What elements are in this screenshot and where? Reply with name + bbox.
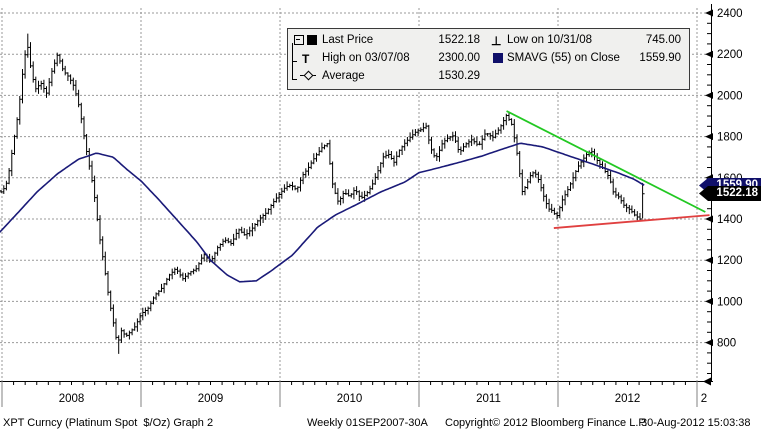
price-bars xyxy=(0,33,645,354)
high-marker: T xyxy=(294,49,322,67)
legend-label: Average xyxy=(322,70,365,82)
legend-row-high: T High on 03/07/08 2300.00 xyxy=(294,49,480,67)
y-tick-arrow-icon xyxy=(705,9,713,17)
legend-label: High on 03/07/08 xyxy=(322,52,410,64)
legend-row-low: ⊥ Low on 10/31/08 745.00 xyxy=(491,31,681,49)
legend-label: Low on 10/31/08 xyxy=(507,34,593,46)
legend-row-average: Average 1530.29 xyxy=(294,67,480,85)
legend-tree-stub xyxy=(292,61,297,62)
legend-value: 1522.18 xyxy=(438,34,480,46)
legend-value: 1559.90 xyxy=(639,52,681,64)
security-description: XPT Curncy (Platinum Spot $/Oz) Graph 2 xyxy=(3,417,214,429)
legend-label: Last Price xyxy=(322,34,374,46)
y-tick-label: 1400 xyxy=(717,214,743,226)
last-price-tag: 1522.18 xyxy=(699,186,761,201)
y-tick-arrow-icon xyxy=(705,91,713,99)
last-price-square-icon xyxy=(307,35,317,45)
y-tick-label: 1000 xyxy=(717,296,743,308)
legend-value: 2300.00 xyxy=(438,52,480,64)
legend-tree-stub xyxy=(292,79,297,80)
y-tick-label: 1800 xyxy=(717,132,743,144)
average-marker xyxy=(294,67,322,85)
year-label: 2009 xyxy=(198,393,224,405)
legend-value: 745.00 xyxy=(645,34,681,46)
legend-value: 1530.29 xyxy=(438,70,480,82)
low-marker-icon: ⊥ xyxy=(491,34,502,48)
y-tick-label: 2200 xyxy=(717,49,743,61)
y-tick-label: 800 xyxy=(717,338,736,350)
y-tick-arrow-icon xyxy=(705,215,713,223)
legend-label: SMAVG (55) on Close xyxy=(507,52,620,64)
y-axis-labels: 80010001200140016001800200022002400 xyxy=(705,8,743,350)
y-tick-label: 2000 xyxy=(717,90,743,102)
trendline-descending-resistance xyxy=(506,110,706,213)
y-tick-label: 1200 xyxy=(717,255,743,267)
x-axis-labels: 2008 2009 2010 2011 2012 2 xyxy=(59,393,708,405)
average-marker-icon xyxy=(300,75,316,76)
chart-period-range: Weekly 01SEP2007-30A xyxy=(307,417,428,429)
copyright-text: Copyright© 2012 Bloomberg Finance L.P. xyxy=(445,417,648,429)
smavg-marker xyxy=(491,49,507,67)
high-marker-icon: T xyxy=(302,52,310,66)
year-label: 2008 xyxy=(59,393,85,405)
chart-legend: Last Price 1522.18 T High on 03/07/08 23… xyxy=(287,28,690,90)
y-tick-arrow-icon xyxy=(705,133,713,141)
y-tick-label: 2400 xyxy=(717,8,743,20)
y-tick-arrow-icon xyxy=(705,339,713,347)
year-label: 2012 xyxy=(615,393,641,405)
low-marker: ⊥ xyxy=(491,31,507,49)
legend-column-1: Last Price 1522.18 T High on 03/07/08 23… xyxy=(294,31,480,85)
y-tick-arrow-icon xyxy=(705,50,713,58)
smavg-line xyxy=(0,142,645,283)
year-label: 2011 xyxy=(476,393,501,405)
y-tick-arrow-icon xyxy=(705,256,713,264)
last-price-marker xyxy=(294,31,322,49)
axis-corner-arrow-icon xyxy=(703,377,711,386)
legend-collapse-icon[interactable] xyxy=(294,35,304,45)
trendline-ascending-support xyxy=(553,214,710,229)
y-tick-arrow-icon xyxy=(705,297,713,305)
year-label: 2 xyxy=(701,393,707,405)
smavg-square-icon xyxy=(493,53,503,63)
legend-row-smavg: SMAVG (55) on Close 1559.90 xyxy=(491,49,681,67)
timestamp: 30-Aug-2012 15:03:38 xyxy=(641,417,751,429)
legend-row-last-price: Last Price 1522.18 xyxy=(294,31,480,49)
status-bar: XPT Curncy (Platinum Spot $/Oz) Graph 2 … xyxy=(0,417,764,433)
year-label: 2010 xyxy=(337,393,363,405)
legend-column-2: ⊥ Low on 10/31/08 745.00 SMAVG (55) on C… xyxy=(491,31,681,67)
